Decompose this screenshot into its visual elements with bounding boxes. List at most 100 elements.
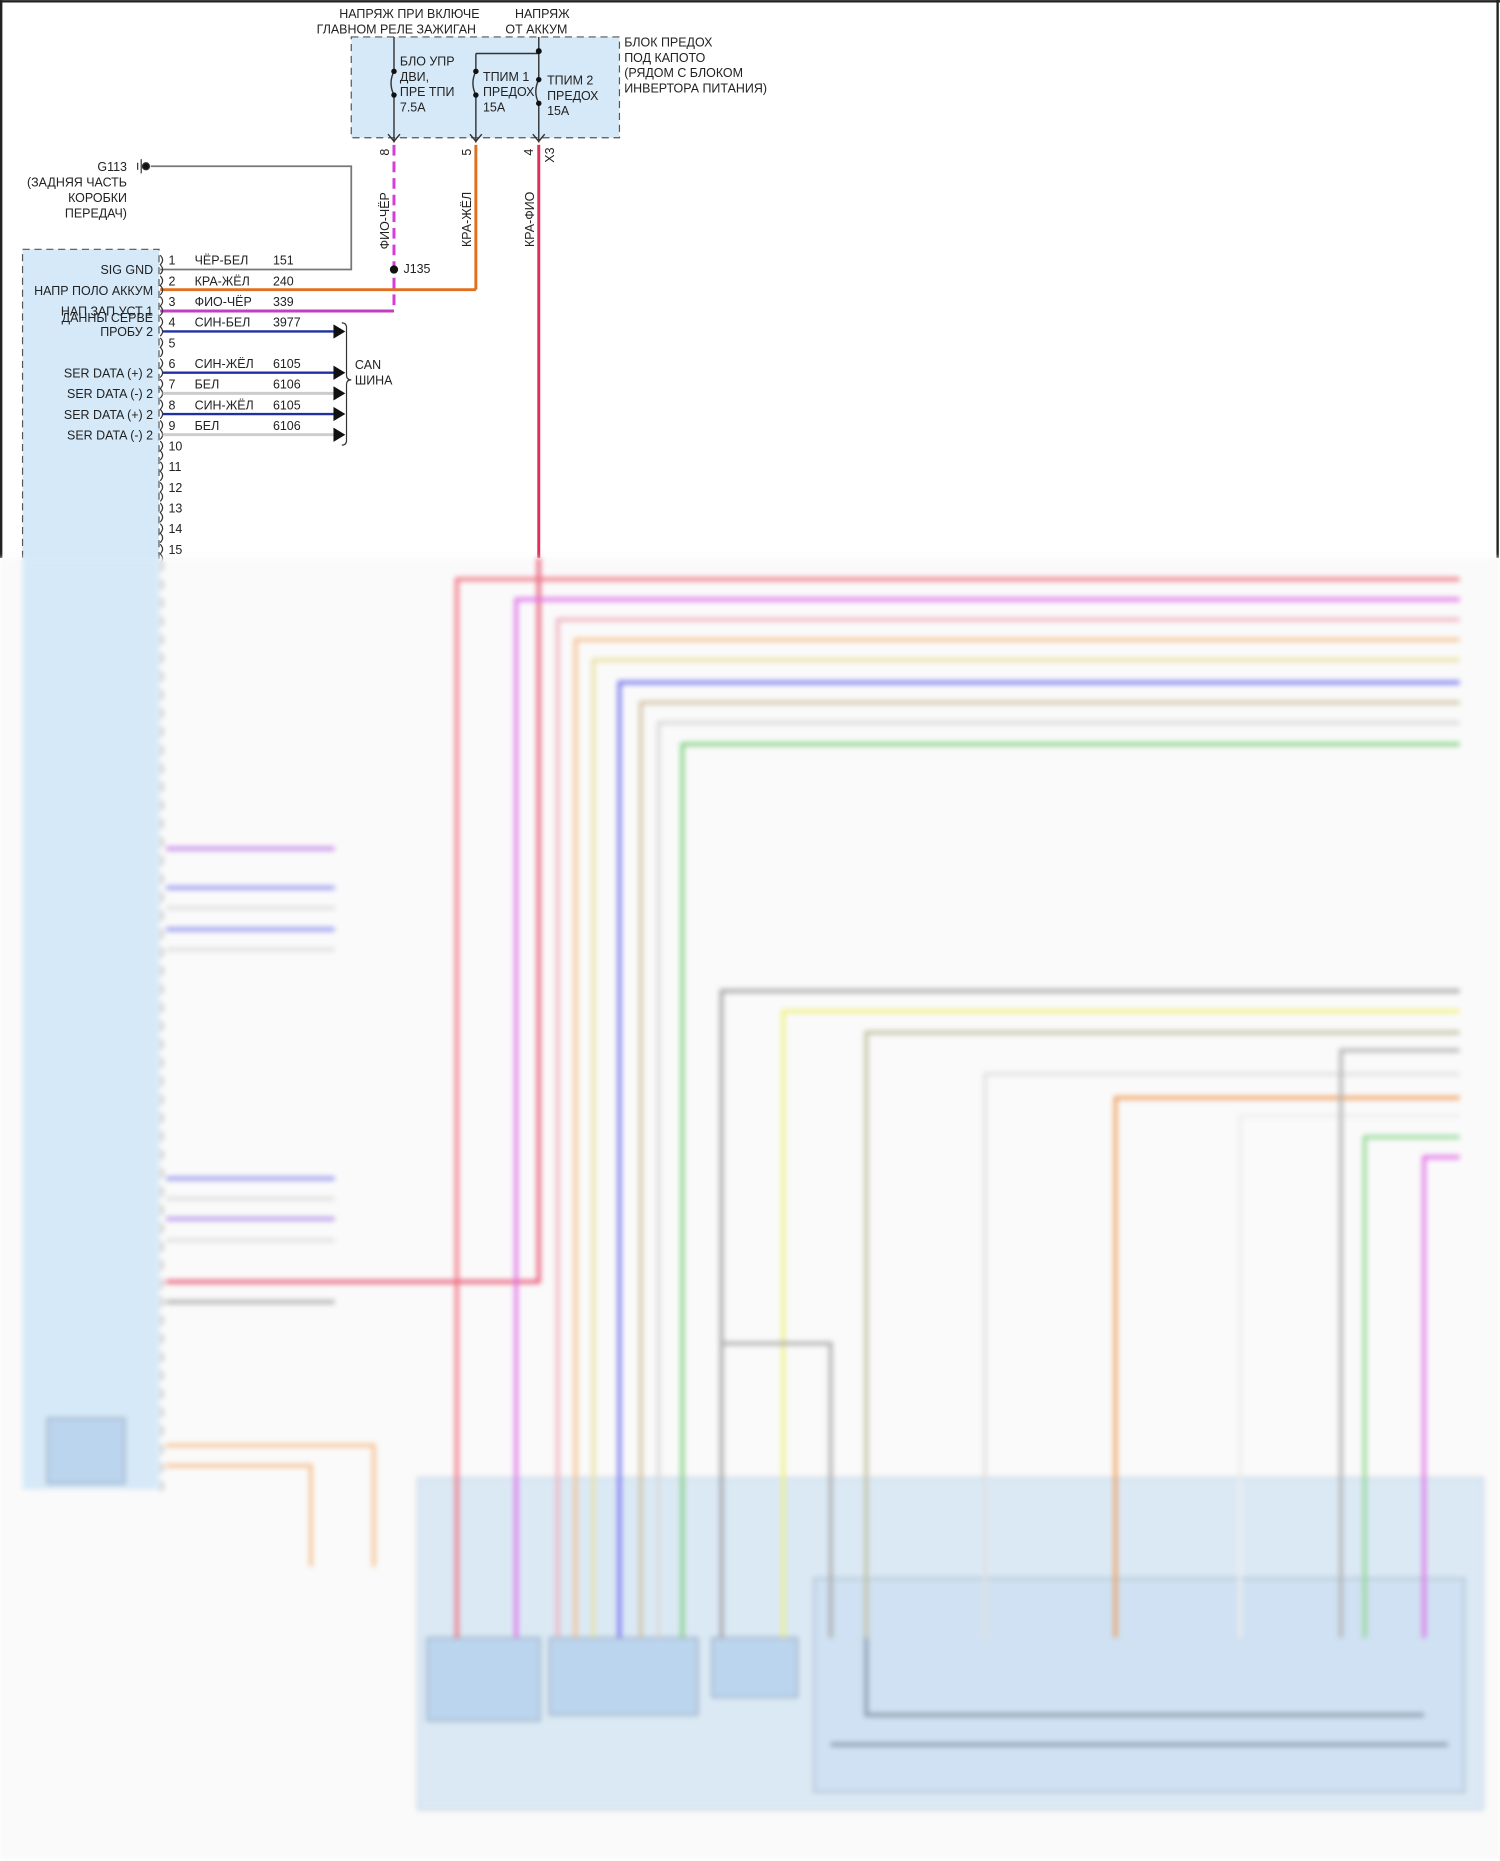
module-pin-row: 5 bbox=[159, 336, 176, 358]
pin-signal-name: ПРОБУ 2 bbox=[100, 325, 153, 339]
fuse-block-label: БЛОК ПРЕДОХ ПОД КАПОТО(РЯДОМ С БЛОКОМ ИНВЕ… bbox=[624, 35, 767, 95]
obscured-wire bbox=[1238, 1113, 1460, 1638]
can-brace bbox=[341, 322, 352, 446]
wire-label-kra-zhel: КРА-ЖЁЛ bbox=[460, 192, 474, 247]
fuse-label: ТПИМ 1 bbox=[483, 70, 529, 84]
circuit-number: 6106 bbox=[273, 378, 301, 392]
wire-color-code: БЕЛ bbox=[195, 378, 220, 392]
obscured-wire bbox=[864, 1637, 1425, 1717]
module-pin-row: 6 СИН-ЖЁЛ 6105 SER DATA (+) 2 bbox=[64, 357, 346, 380]
module-pin-row: 10 bbox=[159, 440, 182, 461]
pin-number: 12 bbox=[169, 481, 183, 495]
module-pin-row: 13 bbox=[159, 502, 183, 523]
obscured-wire bbox=[656, 721, 1460, 1638]
can-label-1: CAN bbox=[355, 358, 381, 372]
fuse-label: 15A bbox=[547, 104, 570, 118]
pin-connector-icon bbox=[159, 275, 164, 296]
pin-signal-name: SER DATA (+) 2 bbox=[64, 408, 153, 422]
fuse-label: ПРЕДОХ bbox=[547, 89, 599, 103]
ground-description-line: КОРОБКИ bbox=[68, 191, 127, 205]
arrow-icon bbox=[333, 427, 346, 442]
pin-signal-name: SER DATA (+) 2 bbox=[64, 366, 153, 380]
ground-wire bbox=[150, 165, 353, 271]
circuit-number: 6105 bbox=[273, 357, 301, 371]
module-pin-row: 1 ЧЁР-БЕЛ 151 SIG GND bbox=[100, 254, 293, 277]
connector-pin-number: 8 bbox=[378, 149, 392, 156]
ground-description-line: (ЗАДНЯЯ ЧАСТЬ bbox=[27, 175, 127, 189]
pin-number: 4 bbox=[169, 316, 176, 330]
pin-connector-icon bbox=[159, 337, 164, 358]
pin-connector-icon bbox=[159, 481, 164, 502]
ign-voltage-label-2: ГЛАВНОМ РЕЛЕ ЗАЖИГАН bbox=[317, 22, 476, 36]
pin-connector-icon bbox=[159, 378, 164, 399]
pin-number: 1 bbox=[169, 254, 176, 268]
wire-color-code: СИН-БЕЛ bbox=[195, 316, 251, 330]
pin-number: 13 bbox=[169, 502, 183, 516]
obscured-wire bbox=[983, 1072, 1460, 1638]
module-pin-row: 12 bbox=[159, 481, 183, 502]
pin-connector-icon bbox=[159, 420, 164, 440]
obscured-wire bbox=[721, 1341, 833, 1638]
pin-connector-icon bbox=[159, 399, 164, 420]
fuse-label: БЛО УПР bbox=[400, 54, 455, 68]
splice-dot bbox=[389, 265, 399, 274]
wire-color-code: ФИО-ЧЁР bbox=[195, 295, 252, 309]
fuse-label: ТПИМ 2 bbox=[547, 73, 593, 87]
obscured-wire bbox=[781, 1009, 1460, 1638]
module-pin-row: 11 bbox=[159, 460, 182, 482]
module-pin-row: 3 ФИО-ЧЁР 339 НАП ЗАП УСТ 1 bbox=[61, 295, 294, 318]
obscured-wire bbox=[1339, 1048, 1460, 1638]
fuse-label: 7.5A bbox=[400, 101, 426, 115]
obscured-wire bbox=[680, 742, 1460, 1638]
obscured-wire bbox=[617, 680, 1460, 1638]
fuse-block-label-line: ПОД КАПОТО bbox=[624, 51, 705, 65]
circuit-number: 6105 bbox=[273, 398, 301, 412]
wire-color-code: БЕЛ bbox=[195, 419, 220, 433]
fuse-label: ПРЕ ТПИ bbox=[400, 85, 455, 99]
pin-number: 3 bbox=[169, 295, 176, 309]
obscured-wire bbox=[591, 658, 1460, 1638]
ign-voltage-label-1: НАПРЯЖ ПРИ ВКЛЮЧЕ bbox=[339, 7, 479, 21]
ground-id: G113 bbox=[97, 160, 127, 174]
pin-connector-icon bbox=[159, 523, 164, 544]
ground-icon bbox=[137, 159, 151, 174]
circuit-number: 151 bbox=[273, 254, 294, 268]
pin-signal-name: НАПР ПОЛО АККУМ bbox=[34, 284, 153, 298]
wire-color-code: ЧЁР-БЕЛ bbox=[195, 254, 249, 268]
pin-connector-icon bbox=[159, 316, 164, 337]
connector-pin-number: 5 bbox=[460, 149, 474, 156]
connector-id: X3 bbox=[543, 147, 557, 162]
pin-number: 5 bbox=[169, 336, 176, 350]
obscured-wire bbox=[514, 597, 1460, 1638]
pin-number: 6 bbox=[169, 357, 176, 371]
fuse-block-label-line: ИНВЕРТОРА ПИТАНИЯ) bbox=[624, 82, 767, 96]
fuse-block-label-line: (РЯДОМ С БЛОКОМ bbox=[624, 66, 743, 80]
obscured-wire bbox=[166, 1443, 376, 1567]
obscured-wire bbox=[1422, 1155, 1460, 1638]
arrow-icon bbox=[333, 365, 346, 380]
module-pin-row: 8 СИН-ЖЁЛ 6105 SER DATA (+) 2 bbox=[64, 398, 346, 422]
pin-signal-name: НАП ЗАП УСТ 1 bbox=[61, 305, 153, 319]
pin-connector-icon bbox=[159, 296, 164, 316]
obscured-wire bbox=[555, 617, 1460, 1638]
pin-connector-icon bbox=[159, 502, 164, 523]
circuit-number: 6106 bbox=[273, 419, 301, 433]
wire-label-fio-cher: ФИО-ЧЁР bbox=[378, 192, 392, 249]
pin-number: 9 bbox=[169, 419, 176, 433]
wire-label-kra-fio: КРА-ФИО bbox=[523, 191, 537, 247]
pin-signal-name: SER DATA (-) 2 bbox=[67, 387, 153, 401]
module-pin-row: 7 БЕЛ 6106 SER DATA (-) 2 bbox=[67, 378, 346, 401]
bat-voltage-label-1: НАПРЯЖ bbox=[515, 7, 570, 21]
module-pin-row: 14 bbox=[159, 522, 182, 544]
wire-color-code: СИН-ЖЁЛ bbox=[195, 357, 254, 371]
ground-description-line: ПЕРЕДАЧ) bbox=[65, 206, 127, 220]
pin-number: 2 bbox=[169, 274, 176, 288]
connector-pin-number: 4 bbox=[522, 149, 536, 156]
fuse-label: ПРЕДОХ bbox=[483, 85, 535, 99]
module-pin-row: 2 КРА-ЖЁЛ 240 НАПР ПОЛО АККУМ bbox=[34, 274, 294, 297]
pin-number: 11 bbox=[169, 460, 182, 474]
wire-color-code: СИН-ЖЁЛ bbox=[195, 398, 254, 412]
pin-connector-icon bbox=[159, 254, 164, 275]
